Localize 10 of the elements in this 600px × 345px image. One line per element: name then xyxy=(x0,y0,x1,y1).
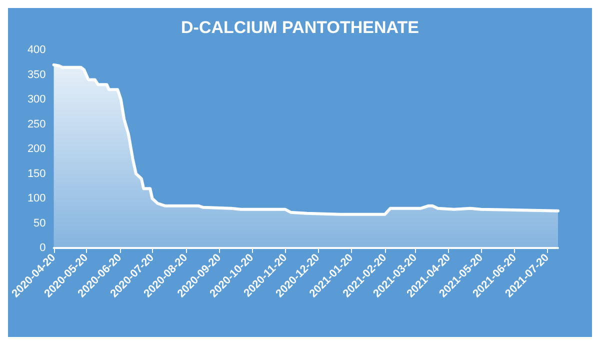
y-tick-label: 0 xyxy=(40,242,46,254)
y-tick-label: 150 xyxy=(27,168,46,180)
chart-title: D-CALCIUM PANTOTHENATE xyxy=(181,18,419,37)
y-tick-label: 300 xyxy=(27,94,46,106)
y-tick-label: 350 xyxy=(27,68,46,81)
y-tick-label: 100 xyxy=(27,192,46,204)
y-tick-label: 400 xyxy=(27,44,46,56)
y-tick-label: 200 xyxy=(27,143,46,155)
y-tick-label: 50 xyxy=(34,217,46,230)
y-tick-label: 250 xyxy=(27,118,46,130)
